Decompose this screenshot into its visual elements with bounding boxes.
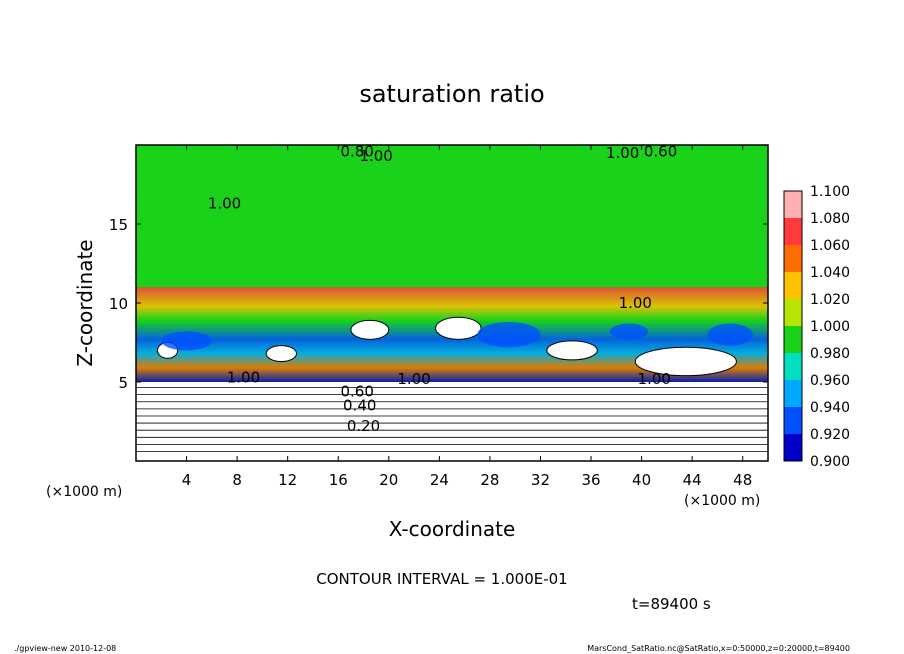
x-tick-label: 24 (430, 471, 449, 489)
contour-label: 1.00 (606, 144, 639, 162)
plot-area: 0.200.400.601.00 1.00 1.001.001.000.801.00… (136, 142, 768, 461)
low-ratio-pocket (707, 323, 753, 346)
colorbar-label: 0.980 (810, 346, 850, 362)
x-tick-label: 40 (632, 471, 651, 489)
x-tick-label: 32 (531, 471, 550, 489)
cloud-blob (435, 316, 482, 340)
x-tick-label: 36 (581, 471, 600, 489)
z-tick-label: 10 (109, 295, 128, 313)
cloud-blob (350, 319, 390, 340)
feature-blobs (156, 316, 753, 377)
contour-label: 0.20 (347, 417, 380, 435)
colorbar-swatch (784, 380, 802, 407)
x-tick-label: 12 (278, 471, 297, 489)
z-axis-ticks: 5 10 15 (109, 216, 768, 392)
contour-label: 1.00 (227, 368, 260, 386)
x-tick-label: 28 (480, 471, 499, 489)
x-tick-label: 4 (182, 471, 192, 489)
z-tick-label: 5 (118, 374, 128, 392)
z-tick-label: 15 (109, 216, 128, 234)
z-axis-title: Z-coordinate (73, 239, 97, 366)
x-tick-label: 44 (683, 471, 702, 489)
colorbar-swatch (784, 407, 802, 434)
contour-label: 0.60 (644, 142, 677, 160)
footer-right: MarsCond_SatRatio.nc@SatRatio,x=0:50000,… (587, 644, 850, 653)
cloud-blob (546, 340, 598, 361)
colorbar-label: 0.920 (810, 427, 850, 443)
colorbar-label: 0.900 (810, 454, 850, 470)
contour-label: 0.60 (340, 382, 373, 400)
lower-region (136, 382, 768, 461)
colorbar-frame (783, 190, 803, 462)
x-axis-title: X-coordinate (389, 517, 516, 541)
contour-interval-label: CONTOUR INTERVAL = 1.000E-01 (316, 570, 567, 588)
colorbar-label: 0.940 (810, 400, 850, 416)
lower-contour-lines (136, 387, 768, 452)
contour-label: 1.00 (397, 370, 430, 388)
x-axis-ticks: 4 8 12 16 20 24 28 32 36 40 44 48 (182, 145, 752, 489)
low-ratio-pocket (161, 331, 212, 351)
x-tick-label: 16 (329, 471, 348, 489)
contour-label: 1.00 (359, 147, 392, 165)
colorbar-label: 1.020 (810, 292, 850, 308)
colorbar-swatch (784, 191, 802, 218)
colorbar-swatch (784, 299, 802, 326)
colorbar-swatch (784, 326, 802, 353)
colorbar-label: 0.960 (810, 373, 850, 389)
colorbar-swatch (784, 434, 802, 461)
low-ratio-pocket (610, 323, 648, 340)
colorbar-swatch (784, 353, 802, 380)
colorbar-label: 1.000 (810, 319, 850, 335)
colorbar-label: 1.060 (810, 238, 850, 254)
contour-label: 1.00 (619, 294, 652, 312)
low-ratio-pocket (477, 321, 541, 348)
colorbar-label: 1.080 (810, 211, 850, 227)
cloud-blob (265, 345, 298, 362)
colorbar-label: 1.100 (810, 184, 850, 200)
x-tick-label: 8 (232, 471, 242, 489)
contour-label: 1.00 (208, 194, 241, 212)
contour-labels: 0.200.400.601.00 1.00 1.001.001.000.801.00… (208, 142, 677, 435)
colorbar: 1.100 1.080 1.060 1.040 1.020 1.000 0.980 0.960… (783, 184, 850, 470)
footer-left: ./gpview-new 2010-12-08 (14, 644, 116, 653)
x-unit-label: (×1000 m) (684, 493, 760, 509)
colorbar-swatch (784, 245, 802, 272)
z-unit-label: (×1000 m) (46, 484, 122, 500)
x-tick-label: 48 (733, 471, 752, 489)
time-label: t=89400 s (632, 595, 711, 613)
cloud-blob (634, 346, 737, 377)
colorbar-swatch (784, 272, 802, 299)
contour-label: 0.80 (340, 142, 373, 160)
colorbar-swatch (784, 218, 802, 245)
chart-title: saturation ratio (359, 80, 544, 108)
x-tick-label: 20 (379, 471, 398, 489)
contour-label: 0.40 (343, 397, 376, 415)
colorbar-label: 1.040 (810, 265, 850, 281)
contour-label: 1.00 (638, 370, 671, 388)
